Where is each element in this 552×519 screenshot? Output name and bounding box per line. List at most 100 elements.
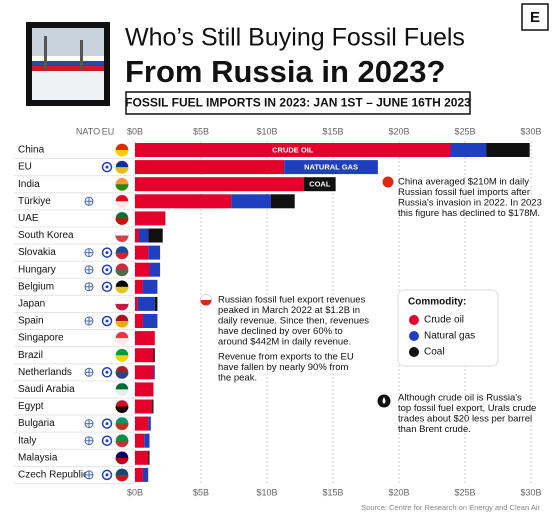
bar-segment: [149, 262, 161, 277]
x-tick-label-bottom: $15B: [322, 487, 343, 497]
category-label: Brazil: [18, 350, 43, 361]
title: Who’s Still Buying Fossil Fuels: [125, 24, 465, 52]
flag-detail: [115, 440, 129, 448]
flag-detail: [115, 389, 129, 396]
nato-icon: [84, 419, 94, 429]
flag-detail: [115, 372, 129, 379]
bar-segment: [148, 450, 150, 465]
category-label: Japan: [18, 299, 45, 310]
nato-star: [85, 248, 93, 257]
flag-detail: [115, 184, 129, 191]
bar-segment: [135, 245, 149, 260]
nato-star: [85, 282, 93, 291]
annotation-china: Russian fossil fuel imports after: [398, 187, 530, 198]
category-label: Slovakia: [18, 247, 56, 258]
legend-swatch: [409, 347, 419, 357]
flag-detail: [115, 269, 129, 277]
category-label: Türkiye: [18, 196, 51, 207]
x-tick-label-bottom: $5B: [193, 487, 209, 497]
russia-flag-detail: [200, 300, 212, 306]
category-label: UAE: [18, 213, 39, 224]
bar-segment: [142, 279, 158, 294]
nato-star: [85, 436, 93, 445]
x-tick-label-bottom: $10B: [256, 487, 277, 497]
annotation-urals: top fossil fuel export, Urals crude: [398, 403, 536, 414]
annotation-eu-revenue: Revenue from exports to the EU: [218, 352, 354, 363]
category-label: Bulgaria: [18, 418, 55, 429]
bar-label: CRUDE OIL: [272, 145, 314, 154]
nato-icon: [84, 316, 94, 326]
annotation-china: China averaged $210M in daily: [398, 177, 529, 188]
bar-segment: [135, 331, 155, 346]
eu-icon-dot: [105, 473, 109, 477]
flag-detail: [115, 252, 129, 260]
bar-segment: [153, 348, 155, 363]
bar-segment: [148, 245, 161, 260]
bar-segment: [303, 177, 336, 192]
category-label: EU: [18, 162, 32, 173]
bar-segment: [135, 365, 154, 380]
header-image: [26, 22, 110, 106]
bar-segment: [142, 467, 149, 482]
annotation-china: this figure has declined to $178M.: [398, 208, 540, 219]
bar-segment: [144, 433, 150, 448]
nato-star: [85, 419, 93, 428]
bar-segment: [135, 382, 154, 397]
flag-detail: [115, 406, 129, 413]
eu-icon-dot: [105, 251, 109, 255]
nato-star: [85, 197, 93, 206]
flag-detail: [115, 303, 129, 311]
nato-icon: [84, 436, 94, 446]
category-label: Netherlands: [18, 367, 72, 378]
annotation-urals: Although crude oil is Russia's: [398, 393, 522, 404]
category-label: Italy: [18, 435, 36, 446]
title-line-2: From Russia in 2023?: [125, 54, 445, 89]
bar-segment: [135, 314, 143, 328]
logo: E: [530, 9, 540, 26]
category-label: China: [18, 145, 45, 156]
eu-icon-dot: [105, 439, 109, 443]
bar-segment: [135, 450, 149, 465]
category-label: Saudi Arabia: [18, 384, 75, 395]
legend-title: Commodity:: [408, 297, 466, 308]
x-tick-label-top: $15B: [322, 126, 343, 136]
legend-label: Crude oil: [424, 315, 464, 326]
bar-label: COAL: [309, 180, 331, 189]
category-label: Hungary: [18, 264, 56, 275]
x-tick-label-bottom: $20B: [388, 487, 409, 497]
nato-star: [85, 470, 93, 479]
bar-segment: [135, 348, 154, 363]
bar-segment: [135, 279, 143, 294]
bar-segment: [154, 296, 158, 311]
annotation-russia: have declined by over 60% to: [218, 326, 343, 337]
flag-detail: [115, 201, 129, 208]
flag-detail: [115, 457, 129, 465]
flag-detail: [115, 150, 129, 157]
bar-segment: [135, 467, 143, 482]
eu-icon-dot: [105, 422, 109, 426]
flag-detail: [115, 167, 129, 174]
flag-detail: [115, 286, 129, 294]
nato-star: [85, 317, 93, 325]
nato-icon: [84, 196, 94, 206]
category-label: India: [18, 179, 40, 190]
bar-segment: [135, 296, 138, 311]
legend-box: [397, 289, 499, 367]
eu-header: EU: [102, 126, 115, 136]
legend-swatch: [409, 331, 419, 341]
category-label: South Korea: [18, 230, 74, 241]
nato-icon: [84, 367, 94, 377]
subtitle: FOSSIL FUEL IMPORTS IN 2023: JAN 1ST – J…: [125, 96, 471, 110]
source: Source: Centre for Research on Energy an…: [361, 503, 540, 512]
annotation-russia: Russian fossil fuel export revenues: [218, 295, 366, 306]
legend-swatch: [409, 315, 419, 325]
eu-icon-dot: [105, 319, 109, 323]
eu-icon-dot: [105, 268, 109, 272]
nato-icon: [84, 248, 94, 258]
oil-drop: [382, 397, 386, 404]
nato-star: [85, 368, 93, 377]
annotation-china: Russia's invasion in 2022. In 2023: [398, 198, 542, 209]
bar-label: NATURAL GAS: [304, 163, 358, 172]
bar-segment: [135, 433, 145, 448]
